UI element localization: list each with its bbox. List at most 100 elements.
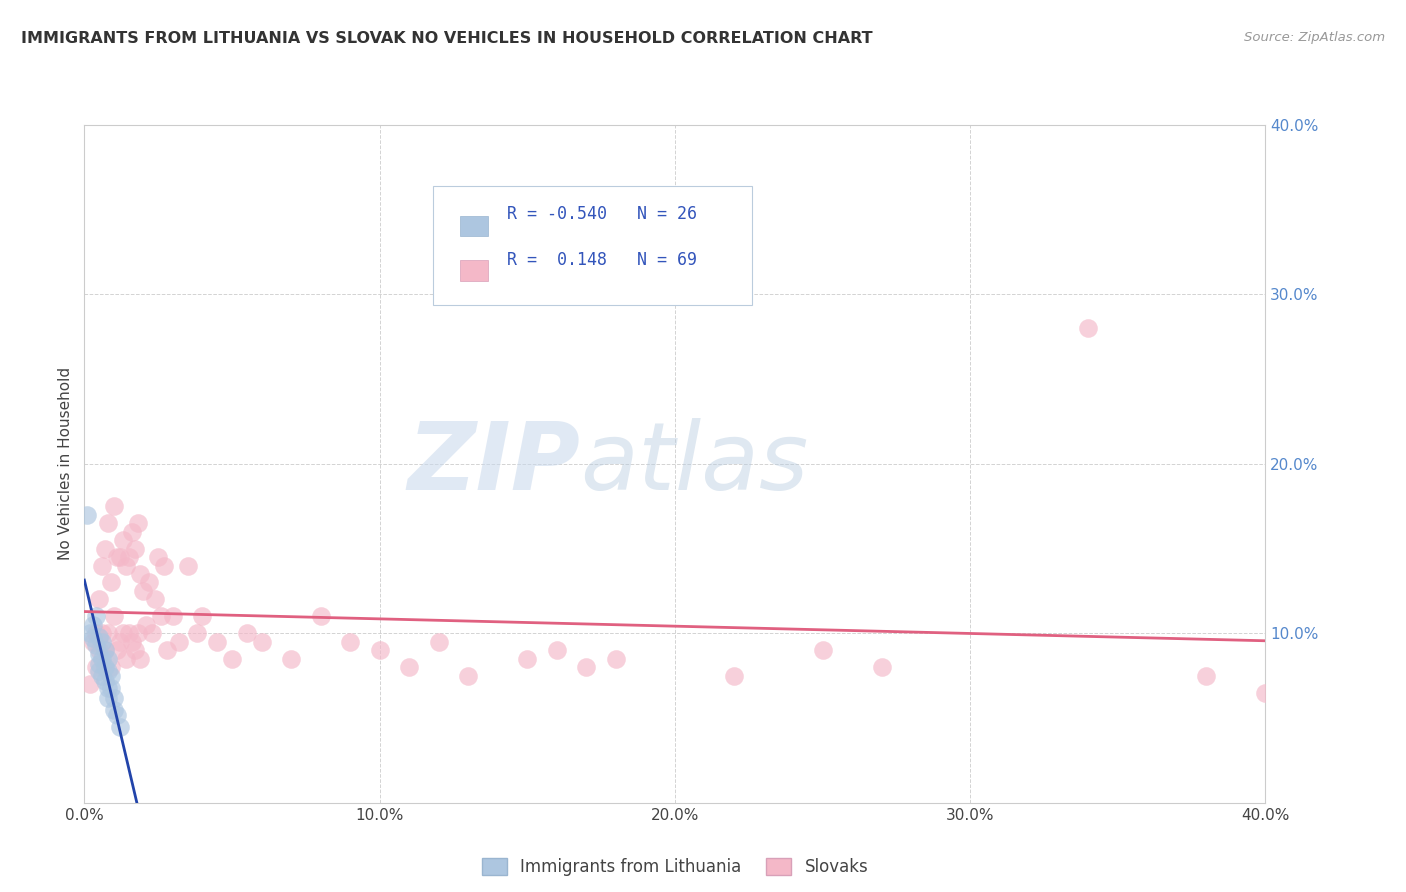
Point	[153, 558, 176, 573]
Point	[87, 664, 111, 678]
Point	[1195, 669, 1218, 683]
Point	[82, 617, 104, 632]
Point	[309, 609, 332, 624]
Point	[97, 690, 120, 705]
Point	[723, 669, 745, 683]
Point	[457, 669, 479, 683]
Point	[105, 707, 128, 722]
Point	[103, 703, 125, 717]
Point	[108, 719, 131, 733]
Text: R = -0.540   N = 26: R = -0.540 N = 26	[508, 205, 697, 223]
Point	[100, 681, 122, 695]
Point	[108, 635, 131, 649]
Text: R =  0.148   N = 69: R = 0.148 N = 69	[508, 252, 697, 269]
Point	[87, 647, 111, 661]
Point	[94, 673, 117, 688]
Point	[575, 660, 598, 674]
Point	[105, 643, 128, 657]
Point	[97, 626, 120, 640]
Point	[91, 626, 114, 640]
Point	[87, 657, 111, 671]
Point	[368, 643, 391, 657]
Point	[124, 643, 146, 657]
Point	[97, 651, 120, 665]
Point	[91, 558, 114, 573]
Point	[84, 660, 107, 674]
Point	[94, 643, 117, 657]
Point	[114, 558, 136, 573]
Point	[205, 635, 228, 649]
Point	[427, 635, 450, 649]
FancyBboxPatch shape	[460, 216, 488, 236]
Point	[103, 609, 125, 624]
Point	[84, 609, 107, 624]
Point	[94, 660, 117, 674]
Point	[97, 681, 120, 695]
Point	[79, 626, 101, 640]
Point	[118, 626, 141, 640]
FancyBboxPatch shape	[433, 186, 752, 304]
Point	[76, 508, 98, 522]
Text: atlas: atlas	[581, 418, 808, 509]
Point	[129, 651, 152, 665]
Point	[546, 643, 568, 657]
Point	[87, 630, 111, 644]
Point	[811, 643, 834, 657]
Point	[121, 524, 143, 539]
Point	[124, 541, 146, 556]
Point	[118, 549, 141, 565]
Point	[100, 660, 122, 674]
Point	[156, 643, 179, 657]
Point	[148, 549, 170, 565]
Point	[94, 541, 117, 556]
Point	[132, 583, 155, 598]
Point	[516, 651, 538, 665]
Point	[191, 609, 214, 624]
Point	[141, 626, 163, 640]
Point	[605, 651, 627, 665]
Point	[111, 533, 134, 547]
Point	[127, 516, 149, 530]
Point	[114, 651, 136, 665]
Point	[84, 626, 107, 640]
Point	[94, 643, 117, 657]
Legend: Immigrants from Lithuania, Slovaks: Immigrants from Lithuania, Slovaks	[475, 851, 875, 882]
Point	[79, 677, 101, 691]
Point	[129, 567, 152, 582]
Point	[250, 635, 273, 649]
Point	[105, 549, 128, 565]
Point	[1254, 685, 1277, 699]
Point	[1077, 321, 1099, 335]
Point	[339, 635, 361, 649]
Point	[91, 635, 114, 649]
Point	[127, 626, 149, 640]
Point	[97, 664, 120, 678]
Point	[82, 632, 104, 646]
Point	[135, 617, 157, 632]
Text: ZIP: ZIP	[408, 417, 581, 510]
Text: IMMIGRANTS FROM LITHUANIA VS SLOVAK NO VEHICLES IN HOUSEHOLD CORRELATION CHART: IMMIGRANTS FROM LITHUANIA VS SLOVAK NO V…	[21, 31, 873, 46]
Point	[91, 669, 114, 683]
Point	[398, 660, 420, 674]
Text: Source: ZipAtlas.com: Source: ZipAtlas.com	[1244, 31, 1385, 45]
Point	[97, 516, 120, 530]
Point	[84, 638, 107, 652]
Point	[280, 651, 302, 665]
Point	[221, 651, 243, 665]
Point	[150, 609, 173, 624]
Point	[143, 592, 166, 607]
Point	[100, 669, 122, 683]
Point	[91, 651, 114, 665]
FancyBboxPatch shape	[460, 260, 488, 281]
Point	[103, 500, 125, 514]
Point	[186, 626, 208, 640]
Point	[121, 635, 143, 649]
Point	[103, 690, 125, 705]
Point	[235, 626, 259, 640]
Y-axis label: No Vehicles in Household: No Vehicles in Household	[58, 368, 73, 560]
Point	[108, 549, 131, 565]
Point	[82, 635, 104, 649]
Point	[87, 643, 111, 657]
Point	[138, 575, 160, 590]
Point	[111, 626, 134, 640]
